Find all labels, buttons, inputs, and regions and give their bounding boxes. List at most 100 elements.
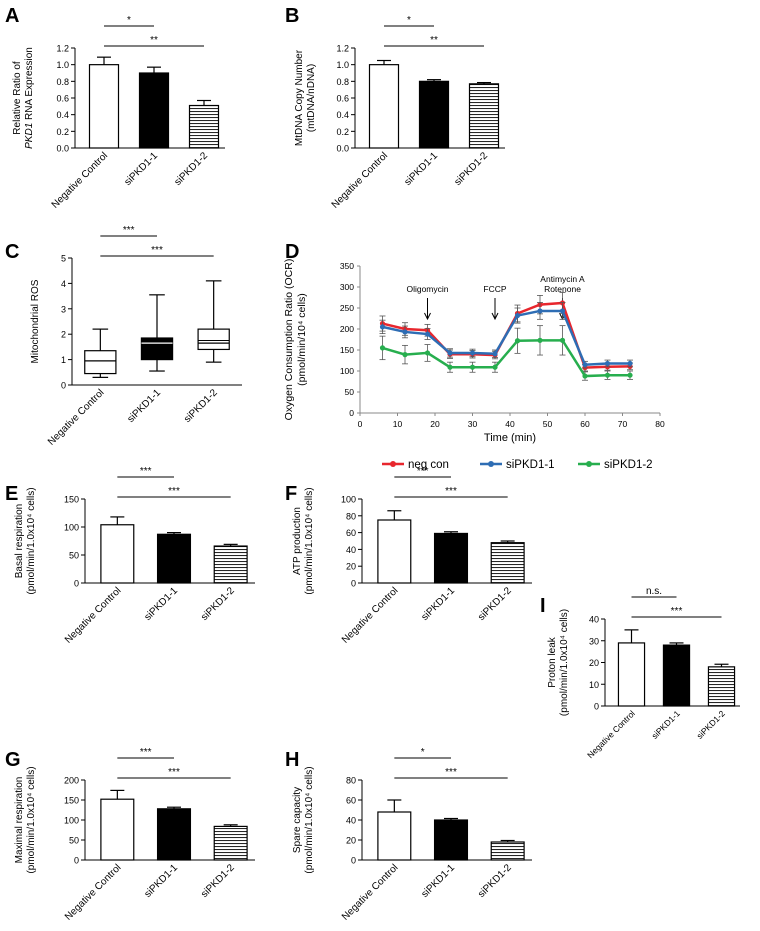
significance-label: *** bbox=[123, 225, 135, 236]
bar-negative-control bbox=[617, 642, 646, 707]
series-line bbox=[382, 309, 630, 366]
bar-sipkd1-2 bbox=[490, 542, 525, 584]
y-tick-label: 0 bbox=[349, 408, 354, 418]
y-tick-label: 0 bbox=[594, 702, 599, 712]
y-tick-label: 0.6 bbox=[56, 94, 69, 104]
data-point bbox=[604, 360, 611, 367]
y-tick-label: 60 bbox=[346, 528, 356, 538]
legend-marker bbox=[488, 461, 494, 467]
data-point bbox=[447, 350, 453, 356]
bar-sipkd1-2 bbox=[707, 666, 736, 707]
panel-label: H bbox=[285, 749, 299, 771]
panel-A: A 0.0 0.2 0.4 0.6 0.8 1.0 1.2 Relative Ratio ofP… bbox=[5, 5, 225, 211]
y-tick-label: 0 bbox=[351, 579, 356, 589]
x-axis-label: Time (min) bbox=[484, 432, 536, 444]
x-category-label: siPKD1-2 bbox=[476, 862, 514, 900]
x-category-label: Negative Control bbox=[340, 862, 400, 922]
data-point bbox=[469, 364, 476, 370]
y-tick-label: 0.0 bbox=[56, 144, 69, 154]
y-tick-label: 150 bbox=[340, 345, 354, 355]
data-point bbox=[402, 329, 408, 335]
y-axis-label: Maximal respiration bbox=[14, 777, 25, 864]
series-neg-con bbox=[379, 292, 633, 372]
bar-negative-control bbox=[377, 811, 412, 861]
y-axis-label: (mtDNA/nDNA) bbox=[306, 64, 317, 132]
y-tick-label: 200 bbox=[64, 776, 79, 786]
y-tick-label: 20 bbox=[346, 836, 356, 846]
y-tick-label: 10 bbox=[589, 680, 599, 690]
y-tick-label: 0 bbox=[351, 856, 356, 866]
y-tick-label: 50 bbox=[345, 387, 355, 397]
legend-label: siPKD1-1 bbox=[506, 459, 555, 471]
y-tick-label: 40 bbox=[346, 816, 356, 826]
y-tick-label: 0.4 bbox=[336, 110, 349, 120]
data-point bbox=[424, 331, 431, 337]
x-category-label: siPKD1-1 bbox=[142, 585, 180, 623]
data-point bbox=[627, 360, 633, 367]
legend: neg con siPKD1-1 siPKD1-2 bbox=[382, 459, 653, 471]
box-iqr bbox=[140, 337, 174, 361]
x-category-label: siPKD1-1 bbox=[125, 387, 163, 425]
y-tick-label: 100 bbox=[341, 495, 356, 505]
significance-label: *** bbox=[168, 486, 180, 497]
panel-label: E bbox=[5, 483, 18, 505]
y-tick-label: 150 bbox=[64, 796, 79, 806]
panel-H: H 0 20 40 60 80 Spare capacity (pmol/min/1.0x10… bbox=[285, 747, 532, 923]
significance-label: ** bbox=[430, 35, 438, 46]
bar-sipkd1-2 bbox=[468, 83, 500, 149]
data-point bbox=[559, 337, 566, 343]
data-point bbox=[537, 308, 543, 314]
y-axis-label: (pmol/min/10⁴ cells) bbox=[296, 293, 308, 386]
y-axis-label: (pmol/min/1.0x10⁴ cells) bbox=[559, 609, 570, 716]
data-point bbox=[627, 372, 633, 378]
significance-label: *** bbox=[168, 767, 180, 778]
data-point bbox=[537, 337, 543, 343]
y-tick-label: 1.0 bbox=[336, 60, 349, 70]
y-tick-label: 0.8 bbox=[336, 77, 349, 87]
panel-C: C 0 1 2 3 4 5 Mitochondrial ROS Negative Control… bbox=[5, 225, 242, 448]
series-sipkd1-2 bbox=[379, 325, 633, 381]
annotation-label: Antimycin A bbox=[540, 274, 585, 284]
significance-label: * bbox=[407, 15, 411, 26]
data-point bbox=[492, 364, 498, 370]
annotation-label: Oligomycin bbox=[406, 284, 448, 294]
legend-label: siPKD1-2 bbox=[604, 459, 653, 471]
significance-label: * bbox=[421, 747, 425, 758]
y-axis-label: (pmol/min/1.0x10⁴ cells) bbox=[304, 766, 315, 873]
bar-sipkd1-2 bbox=[188, 104, 220, 149]
series-line bbox=[382, 339, 630, 378]
y-tick-label: 100 bbox=[340, 366, 354, 376]
data-point bbox=[447, 364, 453, 370]
bar-negative-control bbox=[377, 519, 412, 584]
y-tick-label: 0 bbox=[61, 381, 66, 391]
x-category-label: siPKD1-2 bbox=[476, 585, 514, 623]
data-point bbox=[379, 324, 386, 330]
bar-sipkd1-1 bbox=[156, 533, 192, 584]
x-tick-label: 20 bbox=[430, 419, 440, 429]
legend-marker bbox=[586, 461, 592, 467]
y-tick-label: 80 bbox=[346, 511, 356, 521]
bar-negative-control bbox=[368, 64, 400, 149]
y-axis-label: Proton leak bbox=[547, 636, 558, 688]
panel-label: B bbox=[285, 5, 299, 27]
legend-marker bbox=[390, 461, 396, 467]
bar-negative-control bbox=[100, 524, 135, 584]
panel-label: C bbox=[5, 241, 19, 263]
y-tick-label: 4 bbox=[61, 279, 66, 289]
box-iqr bbox=[84, 350, 117, 375]
significance-label: *** bbox=[671, 606, 683, 617]
data-point bbox=[424, 350, 431, 356]
x-category-label: siPKD1-2 bbox=[182, 387, 220, 425]
y-tick-label: 250 bbox=[340, 303, 354, 313]
x-category-label: siPKD1-2 bbox=[199, 585, 237, 623]
panel-F: F 0 20 40 60 80 100 ATP production (pmol/min/1.0… bbox=[285, 466, 532, 646]
y-tick-label: 40 bbox=[589, 615, 599, 625]
y-tick-label: 300 bbox=[340, 282, 354, 292]
x-category-label: Negative Control bbox=[50, 150, 110, 210]
bar-sipkd1-1 bbox=[433, 532, 469, 584]
significance-label: ** bbox=[150, 35, 158, 46]
y-axis-label: Spare capacity bbox=[292, 787, 303, 853]
y-axis-label-rest: RNA Expression bbox=[24, 47, 35, 123]
significance-label: n.s. bbox=[646, 586, 662, 597]
data-point bbox=[604, 372, 611, 378]
